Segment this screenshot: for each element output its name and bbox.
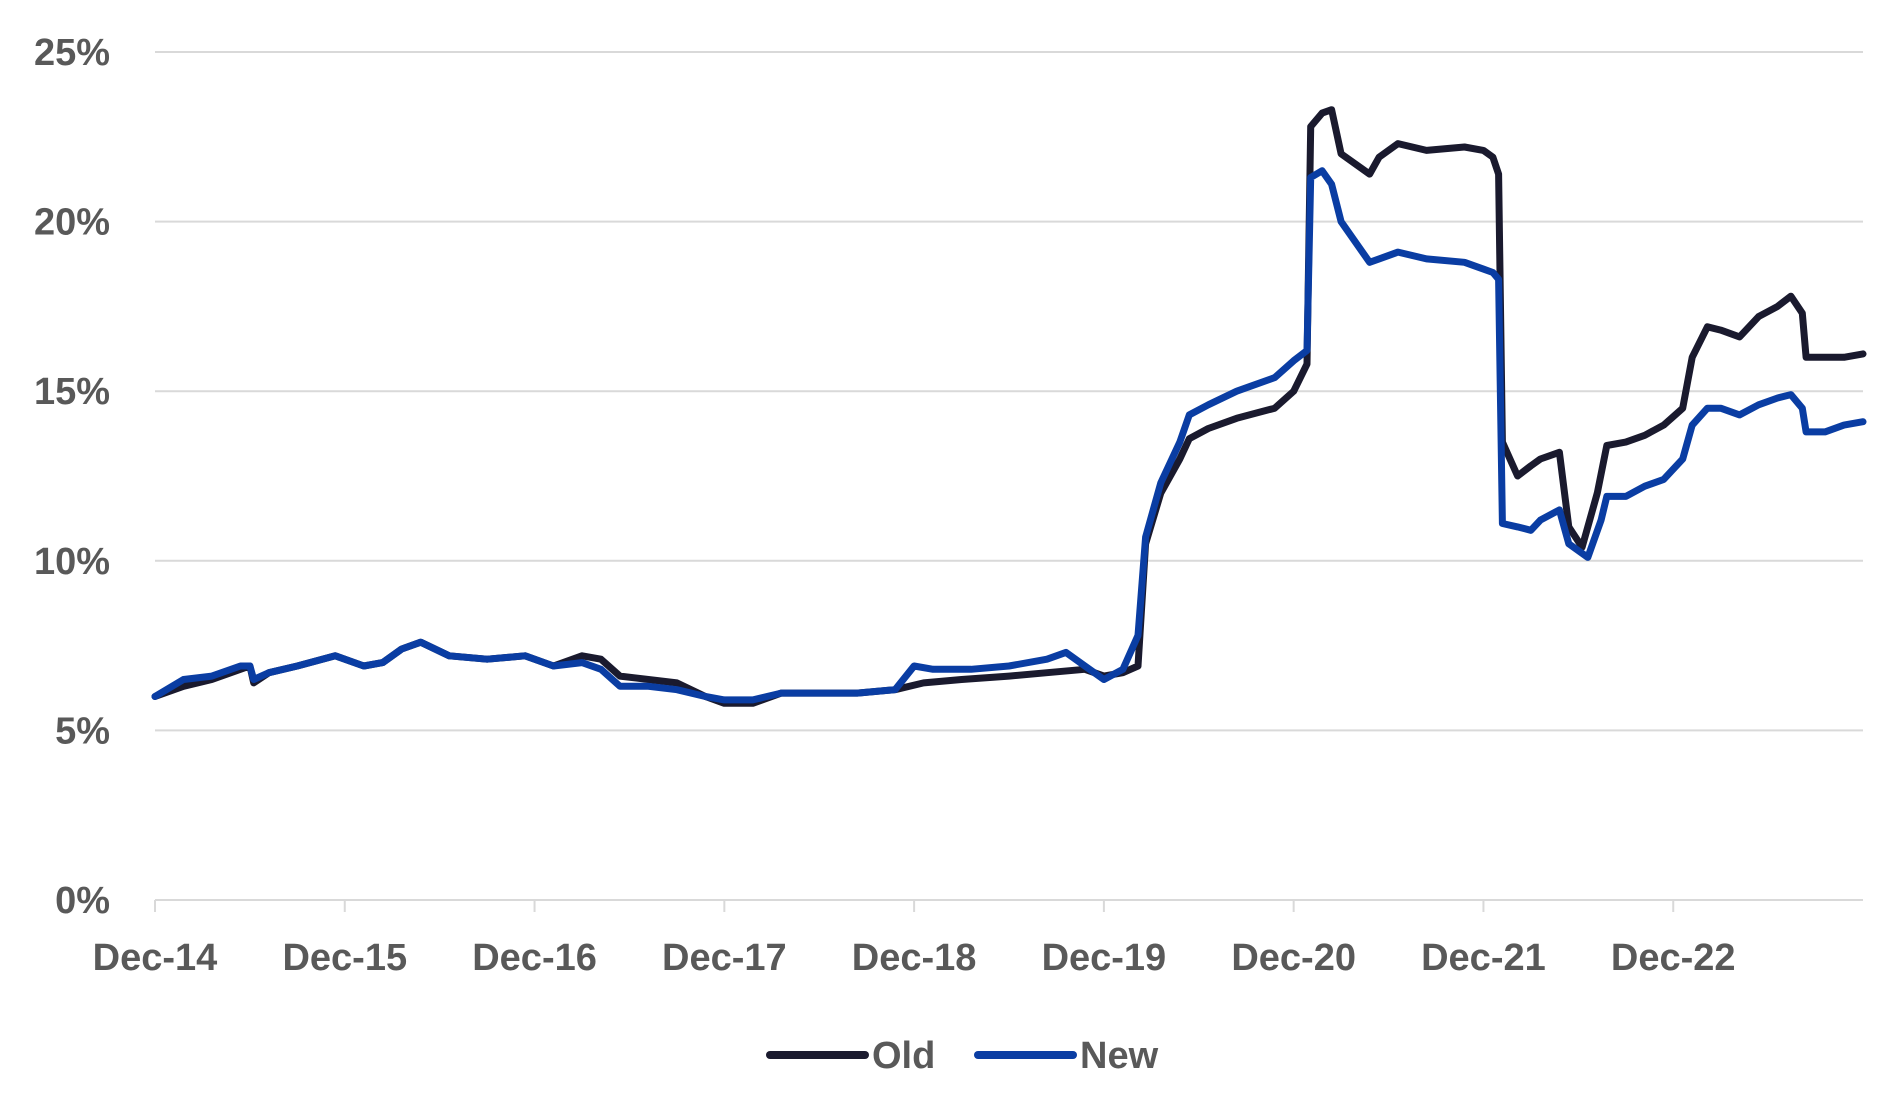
x-axis-labels: Dec-14 Dec-15 Dec-16 Dec-17 Dec-18 Dec-19 Dec-… [93, 937, 1736, 979]
series-line-new [151, 167, 1867, 704]
legend-item-new: New [974, 1035, 1159, 1077]
x-tick-label: Dec-14 [93, 937, 218, 979]
x-tick-label: Dec-16 [472, 937, 597, 979]
x-tick-label: Dec-22 [1611, 937, 1736, 979]
x-tick-label: Dec-17 [662, 937, 787, 979]
legend: Old New [766, 1035, 1159, 1077]
legend-label: New [1080, 1035, 1159, 1077]
y-tick-label: 25% [34, 32, 110, 74]
y-tick-label: 20% [34, 202, 110, 244]
legend-label: Old [872, 1035, 935, 1077]
series-line-old [151, 106, 1867, 707]
x-tick-label: Dec-15 [282, 937, 407, 979]
y-axis-labels: 0% 5% 10% 15% 20% 25% [34, 32, 110, 922]
y-tick-label: 5% [55, 710, 110, 752]
series-lines [151, 106, 1867, 707]
y-tick-label: 15% [34, 371, 110, 413]
x-axis [154, 899, 1863, 912]
x-tick-label: Dec-19 [1042, 937, 1167, 979]
x-tick-label: Dec-18 [852, 937, 977, 979]
y-tick-label: 0% [55, 880, 110, 922]
x-tick-label: Dec-20 [1231, 937, 1356, 979]
legend-item-old: Old [766, 1035, 935, 1077]
y-tick-label: 10% [34, 541, 110, 583]
gridlines [155, 51, 1863, 732]
x-tick-label: Dec-21 [1421, 937, 1546, 979]
